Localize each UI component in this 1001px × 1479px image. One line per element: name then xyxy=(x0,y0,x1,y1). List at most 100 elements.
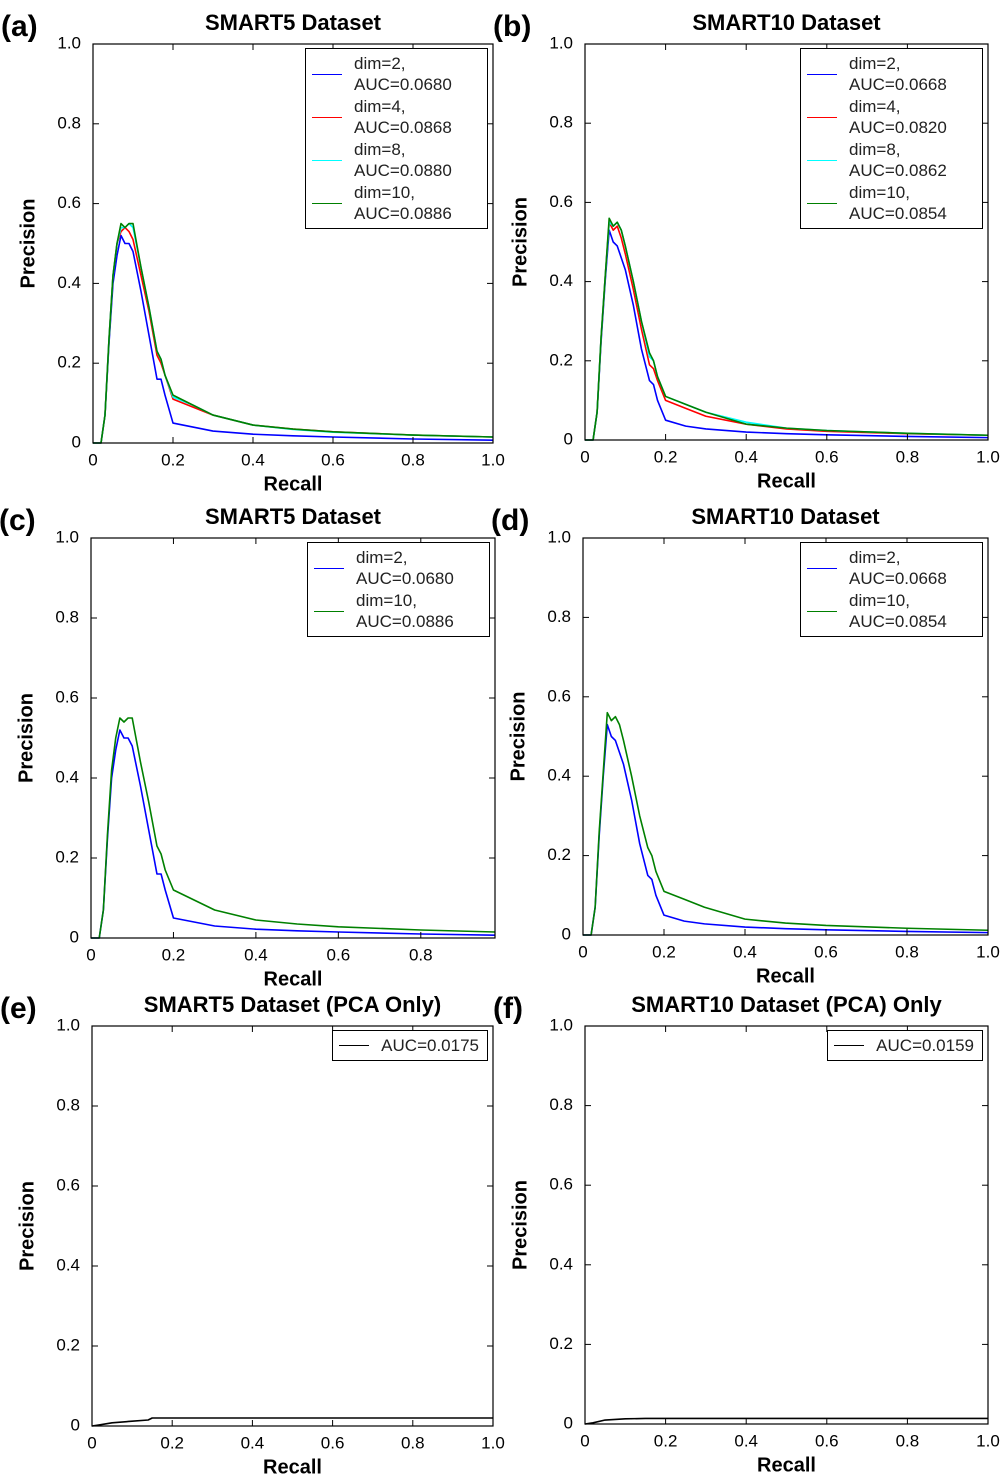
legend-entry: dim=10, AUC=0.0854 xyxy=(807,182,974,224)
plot-frame xyxy=(582,537,989,936)
legend-entry: dim=8, AUC=0.0862 xyxy=(807,139,974,181)
series-line xyxy=(584,1417,988,1425)
y-tick-label: 0.2 xyxy=(547,845,571,864)
x-tick-label: 0.8 xyxy=(401,1433,425,1452)
panel-label: (d) xyxy=(491,504,529,537)
series-line xyxy=(93,226,494,444)
chart-title: SMART10 Dataset (PCA) Only xyxy=(631,992,942,1017)
legend-label: dim=10, AUC=0.0886 xyxy=(356,591,454,631)
legend-swatch xyxy=(807,202,837,204)
y-tick-label: 0.8 xyxy=(57,113,81,132)
plot-frame xyxy=(91,1025,494,1427)
y-axis-label: Precision xyxy=(507,691,529,781)
panel-label: (f) xyxy=(493,992,523,1025)
x-tick-label: 0.4 xyxy=(734,1431,758,1450)
x-tick-label: 0 xyxy=(580,447,589,466)
y-tick-label: 1.0 xyxy=(549,33,573,52)
y-tick-label: 1.0 xyxy=(547,527,571,546)
legend: dim=2, AUC=0.0680 dim=4, AUC=0.0868 dim=8,… xyxy=(305,48,488,229)
series-line xyxy=(91,717,496,939)
series-line xyxy=(93,222,494,444)
legend-label: dim=4, AUC=0.0820 xyxy=(849,97,947,137)
series-line xyxy=(585,221,989,441)
series-line xyxy=(91,1417,493,1427)
legend-swatch xyxy=(807,73,837,75)
x-axis-label: Recall xyxy=(263,1456,322,1478)
legend-swatch xyxy=(834,1045,865,1046)
legend-label: dim=10, AUC=0.0854 xyxy=(849,183,947,223)
legend-label: dim=2, AUC=0.0680 xyxy=(354,54,452,94)
legend-swatch xyxy=(312,73,342,75)
chart-title: SMART10 Dataset xyxy=(691,504,880,529)
y-tick-label: 0.6 xyxy=(56,1175,80,1194)
y-axis-label: Precision xyxy=(509,1180,531,1270)
legend-label: dim=2, AUC=0.0680 xyxy=(356,548,454,588)
legend-swatch xyxy=(312,202,342,204)
legend-swatch xyxy=(312,116,342,118)
x-tick-label: 0.8 xyxy=(401,450,425,469)
series-line xyxy=(91,729,496,939)
legend-entry: dim=2, AUC=0.0680 xyxy=(312,53,479,95)
y-tick-label: 0.6 xyxy=(549,192,573,211)
x-tick-label: 0.4 xyxy=(241,1433,265,1452)
y-tick-label: 0.4 xyxy=(57,273,81,292)
legend: AUC=0.0175 xyxy=(332,1030,488,1061)
y-tick-label: 0.4 xyxy=(55,767,79,786)
y-tick-label: 0.6 xyxy=(55,687,79,706)
legend-entry: AUC=0.0159 xyxy=(834,1035,974,1056)
legend-swatch xyxy=(807,116,837,118)
y-tick-label: 0.4 xyxy=(56,1255,80,1274)
legend-swatch xyxy=(312,159,342,161)
y-tick-label: 0.4 xyxy=(549,271,573,290)
y-tick-label: 0.6 xyxy=(549,1175,573,1194)
y-tick-label: 0 xyxy=(564,1413,573,1432)
y-tick-label: 0 xyxy=(564,429,573,448)
legend-swatch xyxy=(339,1045,370,1046)
y-tick-label: 0.4 xyxy=(547,766,571,785)
panel-label: (e) xyxy=(0,992,37,1025)
x-tick-label: 0.2 xyxy=(654,1431,678,1450)
x-tick-label: 0.4 xyxy=(244,945,268,964)
x-tick-label: 0 xyxy=(86,945,95,964)
legend: AUC=0.0159 xyxy=(827,1030,983,1061)
x-tick-label: 0.4 xyxy=(734,447,758,466)
y-axis-label: Precision xyxy=(16,1181,38,1271)
y-tick-label: 0.8 xyxy=(56,1095,80,1114)
chart-title: SMART5 Dataset xyxy=(205,504,382,529)
y-tick-label: 0.2 xyxy=(55,847,79,866)
legend-label: dim=8, AUC=0.0862 xyxy=(849,140,947,180)
legend-swatch xyxy=(807,567,837,569)
legend-entry: dim=10, AUC=0.0886 xyxy=(314,590,481,632)
series-line xyxy=(583,711,989,936)
x-axis-label: Recall xyxy=(757,470,816,492)
x-axis-label: Recall xyxy=(757,1454,816,1476)
y-tick-label: 1.0 xyxy=(55,527,79,546)
legend-entry: dim=2, AUC=0.0668 xyxy=(807,547,974,589)
legend-entry: dim=10, AUC=0.0886 xyxy=(312,182,479,224)
legend-label: dim=10, AUC=0.0886 xyxy=(354,183,452,223)
x-tick-label: 0.8 xyxy=(896,1431,920,1450)
legend: dim=2, AUC=0.0668 dim=4, AUC=0.0820 dim=8,… xyxy=(800,48,983,229)
legend-entry: dim=4, AUC=0.0820 xyxy=(807,96,974,138)
x-tick-label: 1.0 xyxy=(481,450,505,469)
y-tick-label: 0.2 xyxy=(57,353,81,372)
x-tick-label: 0.2 xyxy=(160,1433,184,1452)
x-tick-label: 0.2 xyxy=(162,945,186,964)
y-tick-label: 0 xyxy=(562,924,571,943)
x-tick-label: 0.6 xyxy=(814,942,838,961)
x-tick-label: 0 xyxy=(88,450,97,469)
y-tick-label: 0.8 xyxy=(549,113,573,132)
x-tick-label: 0.8 xyxy=(895,942,919,961)
legend-label: AUC=0.0175 xyxy=(381,1036,479,1055)
legend-swatch xyxy=(314,610,344,612)
panel-label: (c) xyxy=(0,504,36,537)
series-line xyxy=(585,217,989,441)
series-line xyxy=(93,234,494,444)
legend-entry: dim=2, AUC=0.0668 xyxy=(807,53,974,95)
x-tick-label: 0.6 xyxy=(815,1431,839,1450)
x-tick-label: 0 xyxy=(580,1431,589,1450)
legend-entry: dim=8, AUC=0.0880 xyxy=(312,139,479,181)
x-tick-label: 0 xyxy=(87,1433,96,1452)
plot-frame xyxy=(584,43,989,441)
